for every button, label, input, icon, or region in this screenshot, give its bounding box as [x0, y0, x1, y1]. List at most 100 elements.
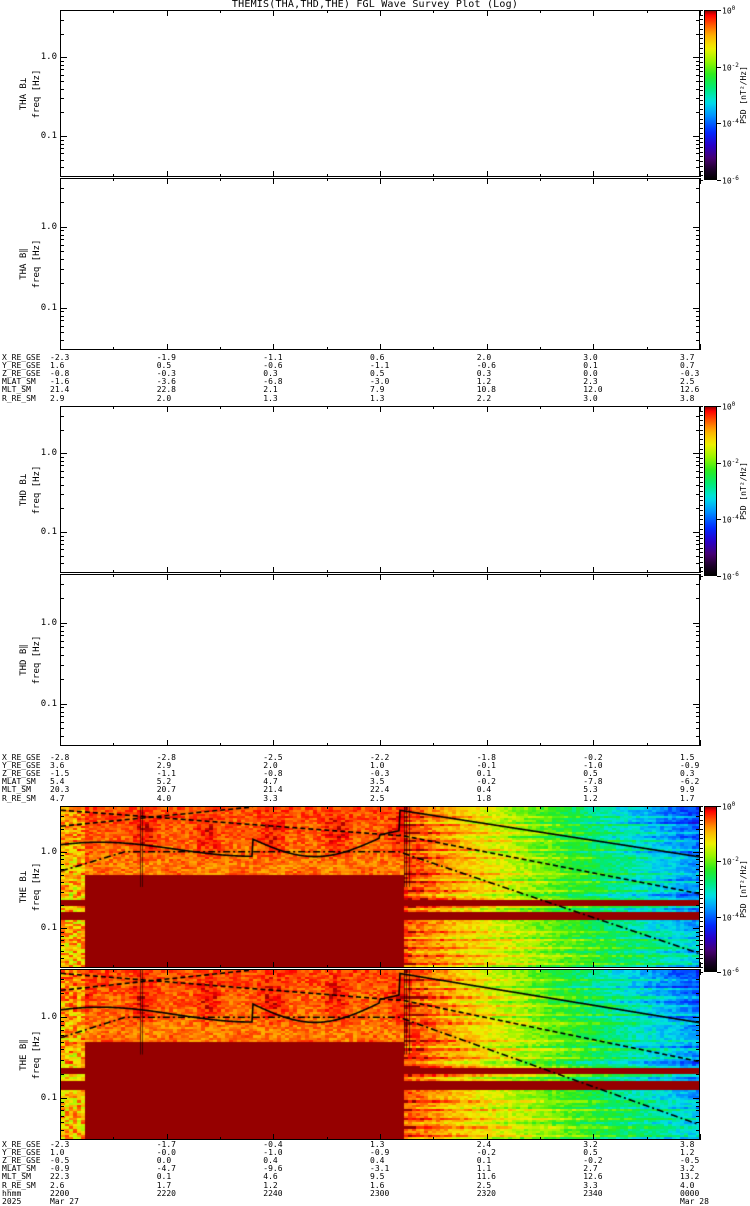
- annot-value: 4.7: [263, 777, 278, 787]
- annot-value: 13.2: [680, 1172, 700, 1182]
- annot-value: -3.6: [156, 377, 176, 387]
- annot-value: 3.5: [370, 777, 385, 787]
- annot-row-label: MLT_SM: [2, 785, 31, 795]
- annot-value: -0.2: [583, 1156, 603, 1166]
- colorbar-gradient: [705, 11, 716, 179]
- annot-value: -0.3: [680, 369, 700, 379]
- annot-value: 0.1: [583, 361, 598, 371]
- annot-value: -1.7: [156, 1140, 176, 1149]
- annot-value: 2300: [370, 1188, 390, 1198]
- annot-value: 7.9: [370, 385, 385, 395]
- annot-value: -2.8: [156, 753, 176, 762]
- annot-value: 12.6: [680, 385, 700, 395]
- annot-value: 2.5: [680, 377, 695, 387]
- annot-value: -0.3: [370, 769, 390, 779]
- colorbar-title: PSD [nT²/Hz]: [739, 462, 748, 520]
- annot-value: -0.9: [370, 1148, 390, 1158]
- panel-tha-bperp-ytick: 0.1: [40, 130, 57, 141]
- annot-value: 2.3: [583, 377, 598, 387]
- annot-value: 12.0: [583, 385, 603, 395]
- panel-thd-bperp-ytick: 0.1: [40, 526, 57, 537]
- panel-thd-bperp-ytick: 1.0: [40, 448, 57, 459]
- panel-tha-bperp-ytick: 1.0: [40, 52, 57, 63]
- annot-value: 1.3: [370, 393, 385, 403]
- annot-value: 2.7: [583, 1164, 598, 1174]
- annot-value: 20.7: [156, 785, 176, 795]
- annot-value: 1.7: [156, 1180, 172, 1190]
- colorbar-gradient: [705, 407, 716, 575]
- colorbar-tick-label: 10-6: [722, 175, 739, 186]
- colorbar-title: PSD [nT²/Hz]: [739, 66, 748, 124]
- annot-value: 0.0: [583, 369, 598, 379]
- annot-value: -3.0: [370, 377, 390, 387]
- annot-row-label: Z_RE_GSE: [2, 1156, 41, 1166]
- annot-value: 3.2: [583, 1140, 598, 1149]
- annot-value: -1.1: [263, 353, 283, 362]
- annot-row-label: X_RE_GSE: [2, 753, 41, 762]
- panel-tha-bperp[interactable]: [60, 10, 700, 177]
- annot-value: -0.9: [680, 761, 700, 771]
- annot-value: 2320: [476, 1188, 496, 1198]
- page-title: THEMIS(THA,THD,THE) FGL Wave Survey Plot…: [231, 0, 519, 10]
- panel-the-bperp-label: THE B⊥: [19, 870, 29, 904]
- annot-row-label: Y_RE_GSE: [2, 1148, 41, 1158]
- annot-value: 0.6: [370, 353, 385, 362]
- annot-value: -1.5: [50, 769, 70, 779]
- panel-tha-bperp-unit: freq [Hz]: [32, 69, 42, 118]
- annot-value: 0.4: [263, 1156, 278, 1166]
- panel-thd-bperp[interactable]: [60, 406, 700, 573]
- panel-the-bpar-ytick: 1.0: [40, 1012, 57, 1023]
- annot-value: -0.3: [156, 369, 176, 379]
- annot-value: 2200: [50, 1188, 70, 1198]
- annot-value: 1.3: [370, 1140, 385, 1149]
- panel-the-bpar[interactable]: [60, 969, 700, 1140]
- colorbar: [704, 406, 717, 576]
- annot-value: 2.6: [50, 1180, 65, 1190]
- colorbar-tick-label: 10-2: [722, 856, 739, 867]
- annot-value: -0.5: [680, 1156, 700, 1166]
- annot-row-label: MLAT_SM: [2, 377, 36, 387]
- annot-value: -0.0: [156, 1148, 176, 1158]
- annot-value: 1.6: [370, 1180, 385, 1190]
- panel-the-bperp-ytick: 0.1: [40, 923, 57, 934]
- panel-tha-bpar[interactable]: [60, 178, 700, 350]
- annot-value: 3.7: [680, 353, 695, 362]
- panel-the-bperp-ytick: 1.0: [40, 846, 57, 857]
- annot-value: 4.6: [263, 1172, 278, 1182]
- panel-thd-bpar-label: THD B∥: [19, 644, 29, 676]
- annot-value: 4.0: [680, 1180, 695, 1190]
- panel-tha-bperp-label: THA B⊥: [19, 77, 29, 110]
- colorbar-tick-label: 10-4: [722, 118, 739, 129]
- annot-value: -1.6: [50, 377, 70, 387]
- annot-value: -6.8: [263, 377, 283, 387]
- panel-thd-bpar[interactable]: [60, 574, 700, 746]
- colorbar-tick-label: 10-2: [722, 457, 739, 469]
- panel-the-bperp[interactable]: [60, 806, 700, 968]
- spectrogram-canvas: [61, 807, 699, 967]
- annot-row-label: Z_RE_GSE: [2, 769, 41, 779]
- annot-value: 2.1: [263, 385, 278, 395]
- panel-thd-bperp-label: THD B⊥: [19, 473, 29, 506]
- annot-value: 3.0: [583, 393, 598, 403]
- annot-value: 0.3: [263, 369, 278, 379]
- annot-value: 11.6: [476, 1172, 496, 1182]
- annot-value: -0.9: [50, 1164, 70, 1174]
- annot-value: 3.3: [263, 793, 278, 803]
- annot-value: 0.5: [583, 769, 598, 779]
- annot-value: 1.1: [476, 1164, 492, 1174]
- annot-value: Mar 28: [680, 1196, 709, 1206]
- annot-row-label: MLT_SM: [2, 1172, 31, 1182]
- annot-value: -0.2: [476, 777, 496, 787]
- annot-value: 3.2: [680, 1164, 695, 1174]
- annot-value: 3.8: [680, 1140, 695, 1149]
- spectrogram-canvas: [61, 970, 699, 1139]
- annot-value: -2.3: [50, 1140, 70, 1149]
- annot-value: 3.0: [583, 353, 598, 362]
- annot-value: 9.5: [370, 1172, 385, 1182]
- annot-value: -4.7: [156, 1164, 176, 1174]
- annot-value: -1.0: [263, 1148, 283, 1158]
- panel-the-bpar-label: THE B∥: [19, 1038, 29, 1071]
- annot-value: -0.6: [263, 361, 283, 371]
- colorbar-tick-label: 10-6: [722, 571, 739, 582]
- annot-value: 2.4: [476, 1140, 492, 1149]
